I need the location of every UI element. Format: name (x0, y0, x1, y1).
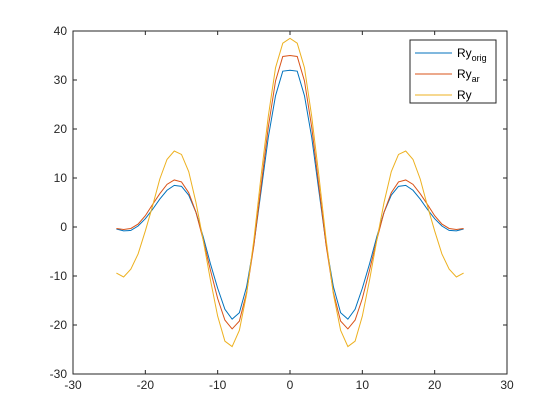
legend-box (409, 39, 497, 104)
y-tick-label: 20 (54, 122, 68, 136)
y-tick-label: 10 (54, 171, 68, 185)
x-tick-label: 10 (356, 378, 370, 392)
x-tick-label: -30 (64, 378, 82, 392)
x-tick-label: 30 (500, 378, 514, 392)
y-tick-label: 0 (60, 220, 67, 234)
legend-label: Ry (457, 88, 472, 102)
x-tick-label: -10 (209, 378, 227, 392)
series-line-orig (116, 69, 464, 320)
axes-layer: -30 -20 -10 0 10 20 30 -30 -20 -10 0 10 20 30 40 (50, 24, 514, 392)
x-tick-label: 20 (428, 378, 442, 392)
legend: Ryorig Ryar Ry (409, 39, 497, 104)
series-line-ry (116, 37, 464, 348)
y-tick-label: 30 (54, 73, 68, 87)
legend-label: Ryar (457, 67, 480, 84)
y-tick-label: -10 (50, 269, 68, 283)
series-line-ar (116, 54, 464, 330)
y-tick-label: 40 (54, 24, 68, 38)
x-tick-label: -20 (137, 378, 155, 392)
y-tick-label: -30 (50, 367, 68, 381)
legend-label: Ryorig (457, 46, 487, 63)
series-layer (116, 37, 464, 348)
y-tick-label: -20 (50, 318, 68, 332)
x-tick-label: 0 (287, 378, 294, 392)
